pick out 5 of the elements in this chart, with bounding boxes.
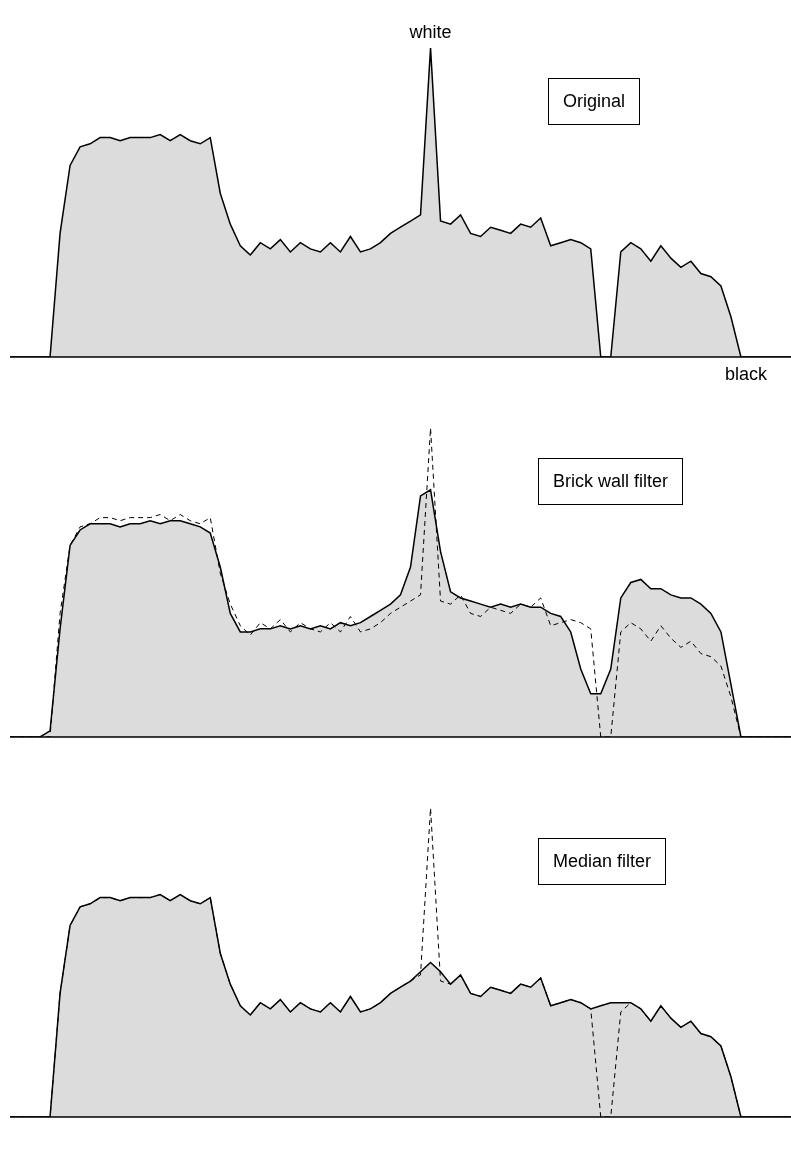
text: Brick wall filter (538, 458, 684, 505)
text: Original (548, 78, 641, 125)
text: white (408, 22, 453, 43)
text: Median filter (538, 838, 667, 885)
text: black (723, 364, 768, 385)
